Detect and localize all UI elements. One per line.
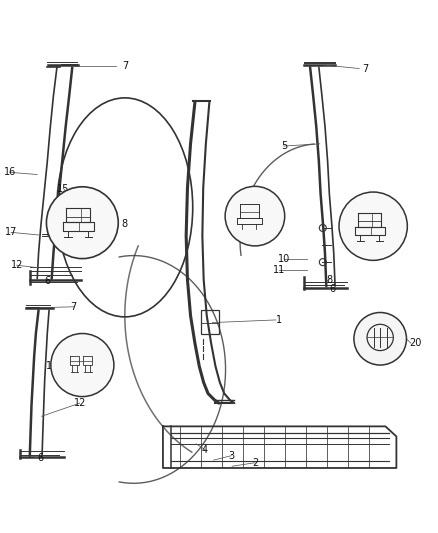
Text: 4: 4 xyxy=(202,445,208,455)
Circle shape xyxy=(339,192,407,260)
Text: 5: 5 xyxy=(281,141,287,151)
Text: 12: 12 xyxy=(252,219,265,229)
Text: 6: 6 xyxy=(44,276,50,286)
Text: 7: 7 xyxy=(363,63,369,74)
Text: 13: 13 xyxy=(342,214,354,224)
Text: 9: 9 xyxy=(240,205,246,215)
Text: 12: 12 xyxy=(11,260,23,270)
Circle shape xyxy=(354,312,406,365)
Text: 7: 7 xyxy=(122,61,128,71)
Text: 16: 16 xyxy=(4,167,16,177)
Text: 17: 17 xyxy=(5,228,17,237)
Circle shape xyxy=(46,187,118,259)
Text: 6: 6 xyxy=(329,284,335,294)
Text: 18: 18 xyxy=(95,363,108,373)
Text: 11: 11 xyxy=(273,265,286,275)
Circle shape xyxy=(51,334,114,397)
Text: 1: 1 xyxy=(276,315,283,325)
Text: 8: 8 xyxy=(326,274,332,285)
Circle shape xyxy=(225,187,285,246)
Text: 8: 8 xyxy=(396,220,403,230)
Text: 13: 13 xyxy=(54,215,67,224)
Text: 14: 14 xyxy=(72,341,84,351)
Text: 10: 10 xyxy=(278,254,290,264)
Text: 20: 20 xyxy=(409,338,421,348)
Text: 6: 6 xyxy=(381,235,388,244)
Bar xyxy=(201,310,219,334)
Text: 2: 2 xyxy=(252,458,258,468)
Text: 19: 19 xyxy=(46,361,58,372)
Text: 15: 15 xyxy=(57,183,70,193)
Text: 3: 3 xyxy=(228,451,234,461)
Text: 7: 7 xyxy=(71,302,77,312)
Text: 6: 6 xyxy=(37,454,43,463)
Text: 8: 8 xyxy=(121,219,127,229)
Text: 12: 12 xyxy=(74,398,86,408)
